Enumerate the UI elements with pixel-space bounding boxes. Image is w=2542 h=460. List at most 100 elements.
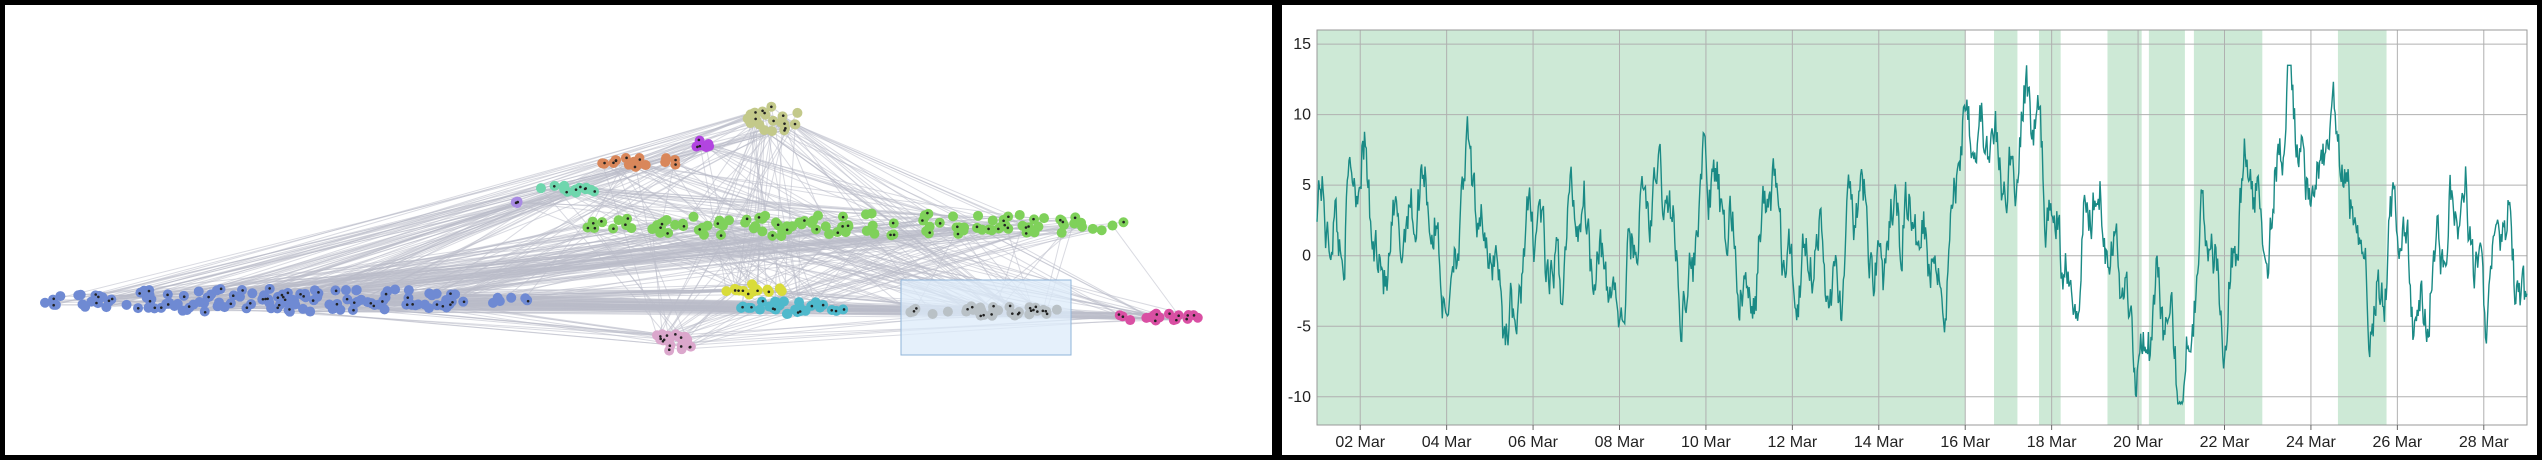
graph-node[interactable] [488,297,499,308]
graph-node-marker [1011,312,1014,315]
graph-node[interactable] [1051,304,1062,315]
graph-node[interactable] [781,308,792,319]
graph-node[interactable] [212,301,223,312]
graph-node[interactable] [40,297,51,308]
graph-node[interactable] [450,289,461,300]
graph-node[interactable] [781,221,792,232]
graph-node[interactable] [750,221,761,232]
graph-node[interactable] [390,284,401,295]
graph-node[interactable] [247,288,258,299]
graph-node[interactable] [1107,220,1118,231]
x-axis-ticks: 02 Mar 04 Mar 06 Mar 08 Mar 10 Mar 12 Mar 14 M… [1335,425,2509,451]
graph-node[interactable] [73,290,84,301]
graph-node-marker [698,144,702,148]
graph-node[interactable] [535,183,546,194]
graph-node[interactable] [403,285,414,296]
graph-node[interactable] [688,211,699,222]
graph-node[interactable] [729,283,740,294]
graph-node[interactable] [640,160,651,171]
graph-node[interactable] [373,299,384,310]
graph-node[interactable] [351,284,362,295]
graph-node[interactable] [698,229,709,240]
graph-node[interactable] [677,218,688,229]
graph-node[interactable] [300,292,311,303]
graph-node[interactable] [942,306,953,317]
graph-node[interactable] [1125,315,1136,326]
graph-node[interactable] [441,302,452,313]
graph-node[interactable] [1039,213,1050,224]
graph-node[interactable] [748,286,759,297]
graph-node[interactable] [670,219,681,230]
graph-node[interactable] [305,306,316,317]
graph-node[interactable] [723,215,734,226]
graph-node[interactable] [423,303,434,314]
graph-node[interactable] [776,231,787,242]
graph-node[interactable] [778,296,789,307]
graph-node[interactable] [1017,220,1028,231]
graph-node-marker [763,111,766,115]
graph-node[interactable] [869,228,880,239]
graph-node[interactable] [569,186,580,197]
graph-node[interactable] [143,302,154,313]
graph-node[interactable] [927,308,938,319]
graph-node[interactable] [866,208,877,219]
graph-node[interactable] [908,304,919,315]
graph-node[interactable] [169,300,180,311]
network-graph-panel [5,5,1272,455]
graph-node[interactable] [661,214,672,225]
graph-node[interactable] [1058,220,1069,231]
graph-node[interactable] [702,220,713,231]
graph-node[interactable] [55,291,66,302]
graph-node[interactable] [1014,209,1025,220]
graph-node[interactable] [235,291,246,302]
graph-node[interactable] [757,226,768,237]
graph-node[interactable] [426,290,437,301]
graph-node-marker [966,307,969,311]
graph-node[interactable] [1145,312,1156,323]
graph-node[interactable] [1087,223,1098,234]
graph-node[interactable] [767,126,778,137]
graph-node[interactable] [586,184,597,195]
graph-node[interactable] [760,210,771,221]
graph-node[interactable] [794,217,805,228]
graph-node[interactable] [660,157,671,168]
graph-node[interactable] [987,215,998,226]
graph-node[interactable] [867,220,878,231]
graph-node[interactable] [121,299,132,310]
graph-node[interactable] [919,210,930,221]
graph-node[interactable] [988,305,999,316]
graph-node[interactable] [703,139,714,150]
graph-node[interactable] [820,221,831,232]
graph-node[interactable] [1076,217,1087,228]
graph-node[interactable] [655,227,666,238]
graph-node[interactable] [506,292,517,303]
graph-node[interactable] [290,299,301,310]
graph-node-marker [1122,220,1125,224]
graph-node[interactable] [948,211,959,222]
graph-edge [593,227,677,335]
graph-node[interactable] [382,286,393,297]
graph-node[interactable] [973,210,984,221]
graph-node[interactable] [597,158,608,169]
graph-node[interactable] [754,304,765,315]
graph-node[interactable] [324,299,335,310]
graph-node[interactable] [340,285,351,296]
graph-node[interactable] [958,225,969,236]
graph-node[interactable] [770,217,781,228]
graph-node[interactable] [810,297,821,308]
graph-node[interactable] [792,107,803,118]
graph-node[interactable] [613,215,624,226]
graph-node[interactable] [721,286,732,297]
network-graph[interactable] [5,5,1272,455]
graph-node[interactable] [194,296,205,307]
graph-node-marker [261,297,265,301]
graph-edge [230,123,795,304]
graph-node[interactable] [824,229,835,240]
graph-node[interactable] [193,286,204,297]
graph-node[interactable] [1096,225,1107,236]
graph-node[interactable] [139,285,150,296]
graph-node[interactable] [1029,227,1040,238]
graph-node[interactable] [774,283,785,294]
graph-node[interactable] [806,218,817,229]
graph-node[interactable] [1056,227,1067,238]
